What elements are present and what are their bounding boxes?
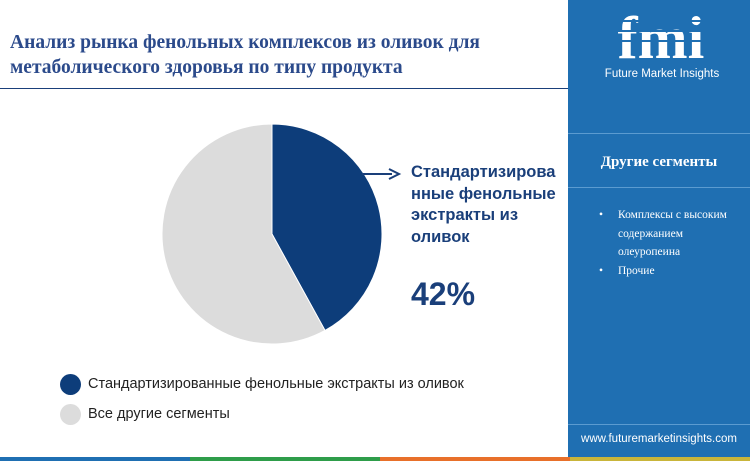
page-title: Анализ рынка фенольных комплексов из оли… bbox=[10, 32, 480, 78]
sidebar-divider-top bbox=[568, 133, 750, 134]
sidebar-item-label: Комплексы с высоким содержанием олеуропе… bbox=[618, 209, 727, 258]
fmi-logo-text: fmi bbox=[618, 8, 705, 64]
legend-item-standardized: Стандартизированные фенольные экстракты … bbox=[60, 373, 464, 395]
title-divider bbox=[0, 88, 568, 89]
sidebar-heading: Другие сегменты bbox=[600, 154, 718, 170]
strip-segment bbox=[380, 457, 570, 461]
legend-label-other: Все другие сегменты bbox=[88, 406, 230, 422]
strip-segment bbox=[0, 457, 190, 461]
strip-segment bbox=[190, 457, 380, 461]
brand-name: Future Market Insights bbox=[604, 68, 720, 80]
sidebar-item-label: Прочие bbox=[618, 264, 655, 277]
sidebar-item-oleuropein: • Комплексы с высоким содержанием олеуроп… bbox=[596, 206, 746, 262]
website-link[interactable]: www.futuremarketinsights.com bbox=[581, 433, 737, 445]
bottom-color-strip bbox=[0, 457, 750, 461]
fmi-logo: fmi bbox=[597, 8, 725, 64]
sidebar-panel bbox=[568, 0, 750, 457]
sidebar-list: • Комплексы с высоким содержанием олеуроп… bbox=[596, 206, 746, 280]
pie-slice-other bbox=[161, 123, 326, 345]
legend-swatch-standardized bbox=[60, 373, 81, 395]
strip-segment bbox=[570, 457, 750, 461]
bullet-icon: • bbox=[599, 264, 604, 277]
callout-value: 42% bbox=[411, 276, 476, 312]
bullet-icon: • bbox=[599, 209, 604, 221]
callout-arrow-icon bbox=[388, 168, 402, 180]
legend-swatch-other bbox=[60, 403, 81, 425]
sidebar-divider-mid bbox=[568, 187, 750, 188]
sidebar-item-other: • Прочие bbox=[596, 262, 746, 281]
legend-label-standardized: Стандартизированные фенольные экстракты … bbox=[88, 376, 464, 392]
sidebar-divider-bottom bbox=[568, 424, 750, 425]
callout-label: Стандартизирова нные фенольные экстракты… bbox=[411, 163, 556, 246]
pie-chart bbox=[161, 123, 402, 345]
legend-item-other: Все другие сегменты bbox=[60, 403, 230, 425]
pie-slice-standardized bbox=[271, 123, 383, 332]
